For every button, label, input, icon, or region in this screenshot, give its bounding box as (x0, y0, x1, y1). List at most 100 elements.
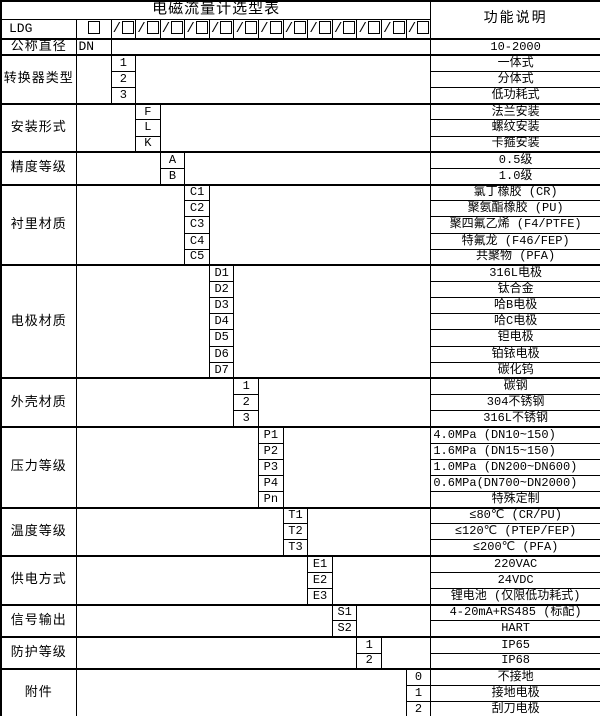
category-label: 信号输出 (0, 603, 77, 638)
option-code: T1 (282, 506, 309, 525)
option-desc: 碳钢 (430, 377, 600, 396)
code-box-icon (417, 20, 430, 34)
option-code: 2 (110, 70, 137, 89)
code-box-icon (294, 20, 307, 34)
spacer-cell (356, 603, 432, 638)
option-desc: 锂电池 (仅限低功耗式) (430, 587, 600, 606)
category-label: 转换器类型 (0, 54, 77, 105)
option-desc: IP65 (430, 635, 600, 654)
slash-separator: / (284, 20, 294, 37)
spacer-cell (75, 603, 333, 638)
option-desc: 24VDC (430, 571, 600, 589)
code-slot-cell: / (405, 18, 432, 40)
code-box-icon (343, 20, 356, 34)
option-desc: 聚四氟乙烯 (F4/PTFE) (430, 216, 600, 234)
spacer-cell (282, 425, 432, 509)
option-code: K (135, 135, 161, 153)
code-slot-cell: / (381, 18, 407, 40)
code-box-icon (244, 20, 257, 34)
option-desc: 法兰安装 (430, 102, 600, 121)
code-slot-cell: / (282, 18, 309, 40)
option-desc: 氯丁橡胶 (CR) (430, 183, 600, 202)
spacer-cell (75, 54, 112, 105)
code-slot-cell: / (331, 18, 358, 40)
spacer-cell (75, 183, 186, 266)
category-label: 公称直径 (0, 37, 77, 56)
option-desc: 接地电极 (430, 684, 600, 703)
option-code: E3 (307, 587, 333, 606)
option-code: T3 (282, 539, 309, 557)
option-desc: 钽电极 (430, 329, 600, 347)
category-label: 附件 (0, 668, 77, 716)
option-desc: 0.6MPa(DN700~DN2000) (430, 474, 600, 493)
option-code: 3 (110, 87, 137, 105)
slash-separator: / (210, 20, 220, 37)
option-code: P3 (258, 458, 284, 476)
code-slot-cell: / (159, 18, 186, 40)
code-box-icon (392, 20, 405, 34)
category-label: 精度等级 (0, 151, 77, 186)
spacer-cell (135, 54, 432, 105)
code-slot-cell: / (135, 18, 161, 40)
spacer-cell (233, 264, 432, 379)
option-code: C1 (184, 183, 210, 202)
slash-separator: / (161, 20, 171, 37)
option-desc: 钛合金 (430, 280, 600, 299)
option-desc: ≤80℃ (CR/PU) (430, 506, 600, 525)
code-box-icon (220, 20, 233, 34)
code-slot-cell: / (184, 18, 210, 40)
option-desc: 10-2000 (430, 37, 600, 56)
option-desc: 1.0级 (430, 167, 600, 186)
option-code: 1 (356, 635, 383, 654)
option-desc: 316L不锈钢 (430, 410, 600, 428)
code-slot-cell: / (208, 18, 235, 40)
spacer-cell (184, 151, 432, 186)
spacer-cell (110, 37, 432, 56)
option-code: 2 (356, 652, 383, 670)
option-desc: ≤200℃ (PFA) (430, 539, 600, 557)
option-code: E1 (307, 555, 333, 573)
option-code: S1 (331, 603, 358, 622)
spacer-cell (75, 555, 309, 606)
option-desc: 1.0MPa (DN200~DN600) (430, 458, 600, 476)
option-desc: 4.0MPa (DN10~150) (430, 425, 600, 444)
option-desc: IP68 (430, 652, 600, 670)
code-box-icon (87, 21, 100, 35)
option-desc: 220VAC (430, 555, 600, 573)
option-desc: 304不锈钢 (430, 394, 600, 412)
slash-separator: / (186, 20, 195, 37)
option-desc: 卡箍安装 (430, 135, 600, 153)
option-desc: 哈C电极 (430, 313, 600, 331)
option-desc: 共聚物 (PFA) (430, 248, 600, 266)
option-code: D2 (208, 280, 235, 299)
category-label: 电极材质 (0, 264, 77, 379)
slash-separator: / (112, 20, 121, 37)
spacer-cell (258, 377, 432, 428)
option-desc: 316L电极 (430, 264, 600, 282)
code-slot-cell: / (110, 18, 137, 40)
option-code: D1 (208, 264, 235, 282)
option-code: C4 (184, 232, 210, 250)
category-label: 衬里材质 (0, 183, 77, 266)
spacer-cell (381, 635, 432, 670)
spacer-cell (159, 102, 432, 153)
spacer-cell (75, 425, 260, 509)
spacer-cell (307, 506, 432, 557)
option-code: A (159, 151, 186, 169)
slash-separator: / (235, 20, 244, 37)
option-code: E2 (307, 571, 333, 589)
option-desc: 哈B电极 (430, 297, 600, 315)
option-desc: 4-20mA+RS485 (标配) (430, 603, 600, 622)
code-slot-cell (75, 18, 112, 40)
option-desc: 不接地 (430, 668, 600, 686)
option-code: 0 (405, 668, 432, 686)
slash-separator: / (260, 20, 269, 37)
page-title: 电磁流量计选型表 (0, 0, 432, 20)
category-label: 外壳材质 (0, 377, 77, 428)
option-code: D4 (208, 313, 235, 331)
category-label: 温度等级 (0, 506, 77, 557)
spacer-cell (75, 506, 284, 557)
code-box-icon (318, 20, 331, 34)
option-code: F (135, 102, 161, 121)
